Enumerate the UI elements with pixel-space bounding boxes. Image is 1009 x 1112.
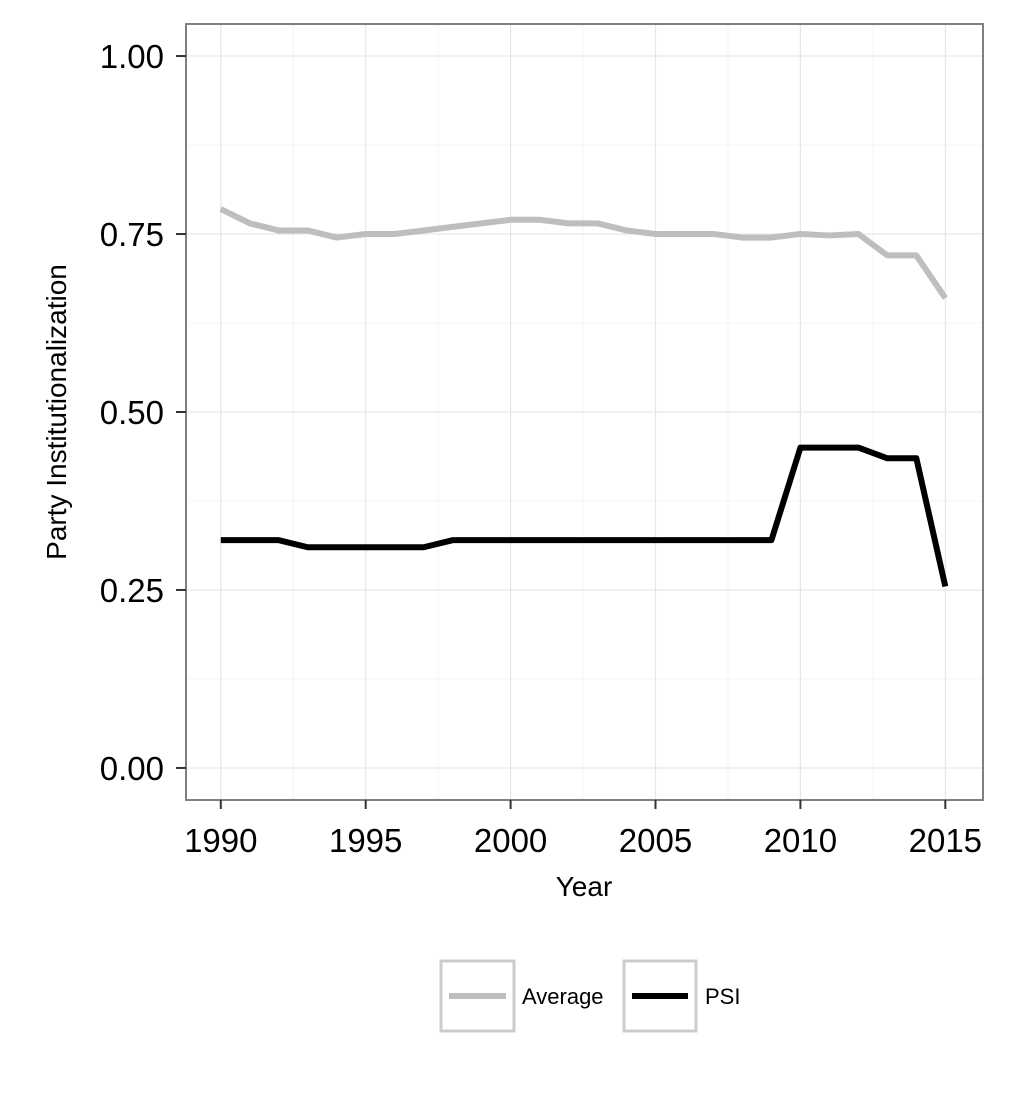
x-tick-label: 2010	[764, 822, 837, 859]
series-line-psi	[220, 444, 949, 588]
y-tick-label: 0.00	[100, 750, 164, 787]
series-layer	[219, 206, 949, 588]
y-tick-label: 0.75	[100, 216, 164, 253]
series-line-average	[219, 206, 948, 300]
x-tick-label: 1995	[329, 822, 402, 859]
y-axis-title: Party Institutionalization	[41, 264, 72, 560]
x-axis: 1990 1995 2000 2005 2010 2015	[184, 800, 982, 859]
y-tick-label: 0.50	[100, 394, 164, 431]
y-tick-label: 1.00	[100, 38, 164, 75]
x-tick-label: 2015	[909, 822, 982, 859]
x-tick-label: 1990	[184, 822, 257, 859]
legend-label-average: Average	[522, 984, 604, 1009]
legend: Average PSI	[439, 959, 740, 1033]
x-tick-label: 2005	[619, 822, 692, 859]
y-tick-label: 0.25	[100, 572, 164, 609]
legend-label-psi: PSI	[705, 984, 740, 1009]
y-axis: 0.00 0.25 0.50 0.75 1.00	[100, 38, 186, 787]
x-tick-label: 2000	[474, 822, 547, 859]
x-axis-title: Year	[556, 871, 613, 902]
